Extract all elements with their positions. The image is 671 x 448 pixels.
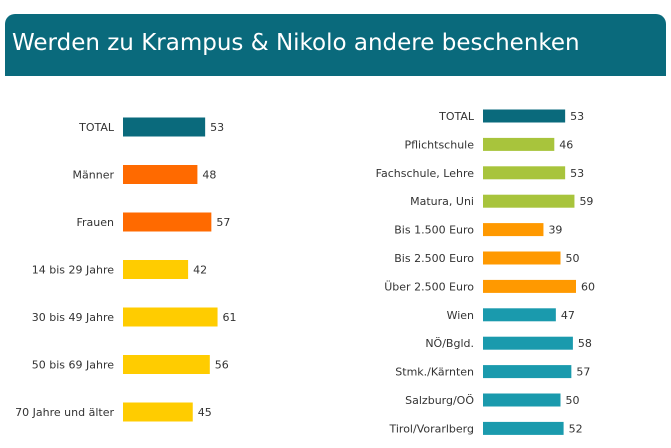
bar (483, 393, 561, 407)
category-label: Über 2.500 Euro (384, 280, 474, 293)
data-label: 42 (193, 264, 207, 277)
data-label: 61 (223, 311, 237, 324)
data-label: 59 (579, 195, 593, 208)
category-label: TOTAL (438, 110, 475, 123)
data-label: 58 (578, 337, 592, 350)
bar (483, 166, 566, 180)
category-label: Stmk./Kärnten (395, 366, 474, 379)
data-label: 50 (566, 252, 580, 265)
data-label: 39 (548, 224, 562, 237)
bar (483, 223, 544, 237)
data-label: 57 (216, 216, 230, 229)
data-label: 52 (569, 422, 583, 435)
category-label: Salzburg/OÖ (405, 394, 474, 407)
bar (483, 308, 556, 322)
category-label: NÖ/Bgld. (425, 337, 474, 350)
category-label: 14 bis 29 Jahre (32, 264, 114, 277)
category-label: Fachschule, Lehre (376, 167, 475, 180)
bar (483, 251, 561, 265)
bar (483, 365, 572, 379)
bar (123, 212, 212, 232)
category-label: Matura, Uni (410, 195, 474, 208)
data-label: 53 (570, 167, 584, 180)
category-label: TOTAL (78, 121, 115, 134)
title-banner (5, 14, 666, 76)
data-label: 57 (576, 366, 590, 379)
category-label: 30 bis 49 Jahre (32, 311, 114, 324)
category-label: 70 Jahre und älter (15, 406, 114, 419)
category-label: 50 bis 69 Jahre (32, 359, 114, 372)
bar (123, 355, 210, 374)
data-label: 46 (559, 138, 573, 151)
category-label: Wien (447, 309, 474, 322)
bar (123, 260, 189, 279)
bar (483, 194, 575, 208)
bar (483, 336, 573, 350)
bar (123, 165, 198, 184)
category-label: Männer (73, 169, 115, 182)
data-label: 53 (210, 121, 224, 134)
category-label: Pflichtschule (405, 138, 475, 151)
bar (123, 307, 218, 327)
data-label: 45 (198, 406, 212, 419)
category-label: Tirol/Vorarlberg (388, 422, 474, 435)
category-label: Bis 1.500 Euro (394, 224, 474, 237)
category-label: Frauen (76, 216, 114, 229)
data-label: 53 (570, 110, 584, 123)
data-label: 60 (581, 280, 595, 293)
data-label: 47 (561, 309, 575, 322)
bar (483, 137, 555, 151)
category-label: Bis 2.500 Euro (394, 252, 474, 265)
bar (123, 117, 206, 137)
data-label: 48 (202, 169, 216, 182)
data-label: 56 (215, 359, 229, 372)
bar (483, 279, 576, 293)
bar (123, 402, 193, 422)
bar (483, 421, 564, 435)
data-label: 50 (566, 394, 580, 407)
chart-title: Werden zu Krampus & Nikolo andere besche… (12, 30, 580, 56)
bar (483, 109, 566, 123)
